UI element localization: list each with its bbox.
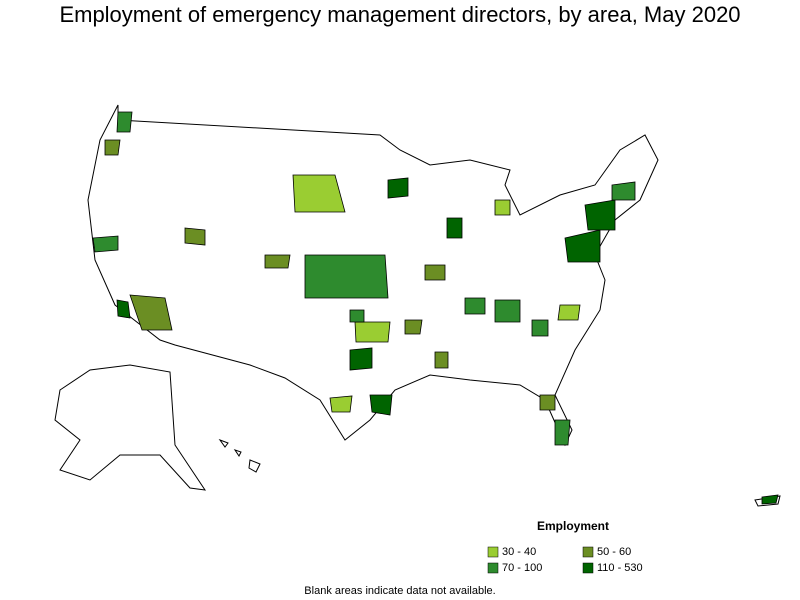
legend-label: 110 - 530 <box>597 562 643 574</box>
footnote: Blank areas indicate data not available. <box>304 585 495 597</box>
shaded-areas <box>92 111 779 505</box>
map-title: Employment of emergency management direc… <box>59 2 740 27</box>
legend-title: Employment <box>537 519 609 533</box>
shaded-area <box>116 111 133 133</box>
legend-items: 30 - 40 50 - 60 70 - 100 110 - 530 <box>487 546 643 574</box>
shaded-area <box>329 395 353 413</box>
legend-swatch <box>582 562 594 574</box>
shaded-area <box>349 347 373 371</box>
shaded-area <box>761 494 779 505</box>
legend: Employment 30 - 40 50 - 60 70 - 100 110 - 5… <box>487 519 643 574</box>
shaded-area <box>539 394 556 411</box>
shaded-area <box>92 235 119 253</box>
shaded-area <box>557 304 581 321</box>
legend-label: 70 - 100 <box>502 562 542 574</box>
shaded-area <box>129 294 173 331</box>
shaded-area <box>184 227 206 246</box>
legend-label: 30 - 40 <box>502 546 536 558</box>
shaded-area <box>387 177 409 199</box>
shaded-area <box>494 299 521 323</box>
shaded-area <box>264 254 291 269</box>
shaded-area <box>531 319 549 337</box>
legend-swatch <box>582 546 594 558</box>
shaded-area <box>354 321 391 343</box>
shaded-area <box>554 419 571 446</box>
shaded-area <box>369 394 393 416</box>
shaded-area <box>104 139 121 156</box>
shaded-area <box>584 199 616 231</box>
hawaii <box>218 438 261 473</box>
shaded-area <box>424 264 446 281</box>
shaded-area <box>304 254 389 299</box>
legend-label: 50 - 60 <box>597 546 631 558</box>
shaded-area <box>404 319 423 335</box>
legend-swatch <box>487 546 499 558</box>
alaska <box>54 364 207 491</box>
shaded-area <box>564 229 601 263</box>
shaded-area <box>611 181 636 201</box>
shaded-area <box>494 199 511 216</box>
shaded-area <box>464 297 486 315</box>
shaded-area <box>434 351 449 369</box>
shaded-area <box>446 217 463 239</box>
shaded-area <box>292 174 346 213</box>
shaded-area <box>349 309 365 323</box>
shaded-area <box>116 299 131 319</box>
legend-swatch <box>487 562 499 574</box>
